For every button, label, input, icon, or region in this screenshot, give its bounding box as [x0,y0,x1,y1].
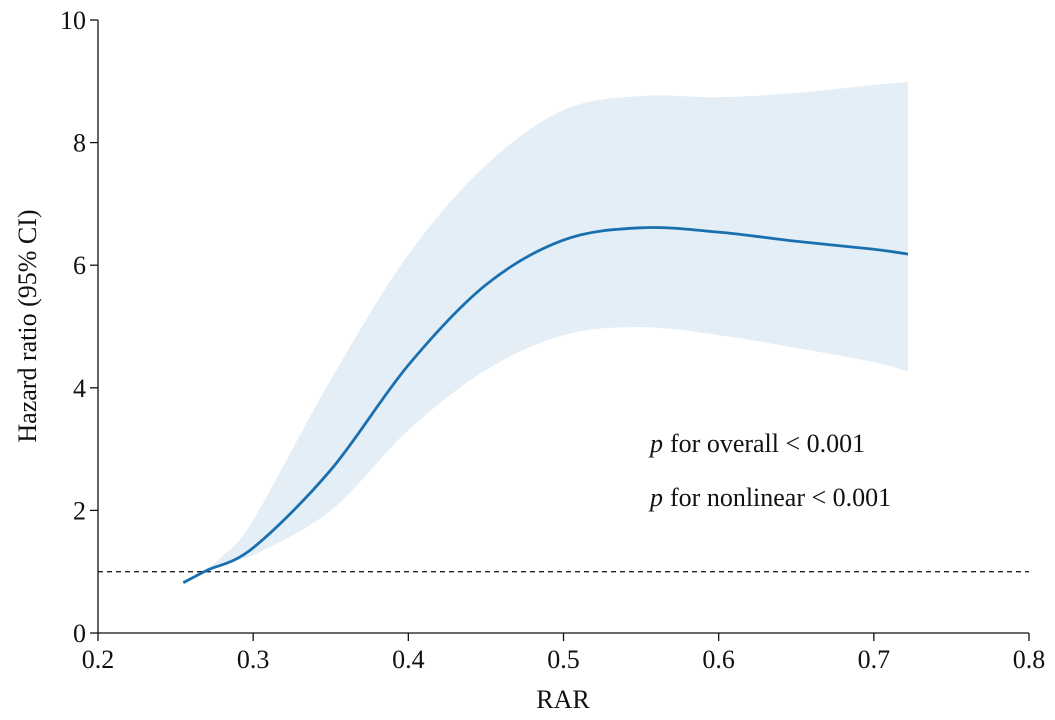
annotation: p for nonlinear < 0.001 [648,483,891,512]
y-tick-label: 0 [73,619,86,648]
y-axis-label: Hazard ratio (95% CI) [13,209,42,442]
y-tick-label: 8 [73,129,86,158]
annotation-text: for overall < 0.001 [670,429,865,458]
hr-line [182,226,909,584]
x-tick-label: 0.2 [82,645,115,674]
x-axis-label: RAR [536,685,590,714]
x-tick-label: 0.8 [1013,645,1046,674]
annotation-text: for nonlinear < 0.001 [670,483,891,512]
x-tick-label: 0.3 [237,645,270,674]
y-tick-label: 4 [73,374,86,403]
y-tick-label: 2 [73,496,86,525]
annotation-p: p [648,429,663,458]
ci-band [206,81,908,572]
x-tick-label: 0.7 [858,645,891,674]
x-tick-label: 0.4 [392,645,425,674]
x-tick-label: 0.5 [547,645,580,674]
x-tick-label: 0.6 [702,645,735,674]
annotation: p for overall < 0.001 [648,429,865,458]
annotation-p: p [648,483,663,512]
y-tick-label: 6 [73,251,86,280]
y-tick-label: 10 [60,6,86,35]
